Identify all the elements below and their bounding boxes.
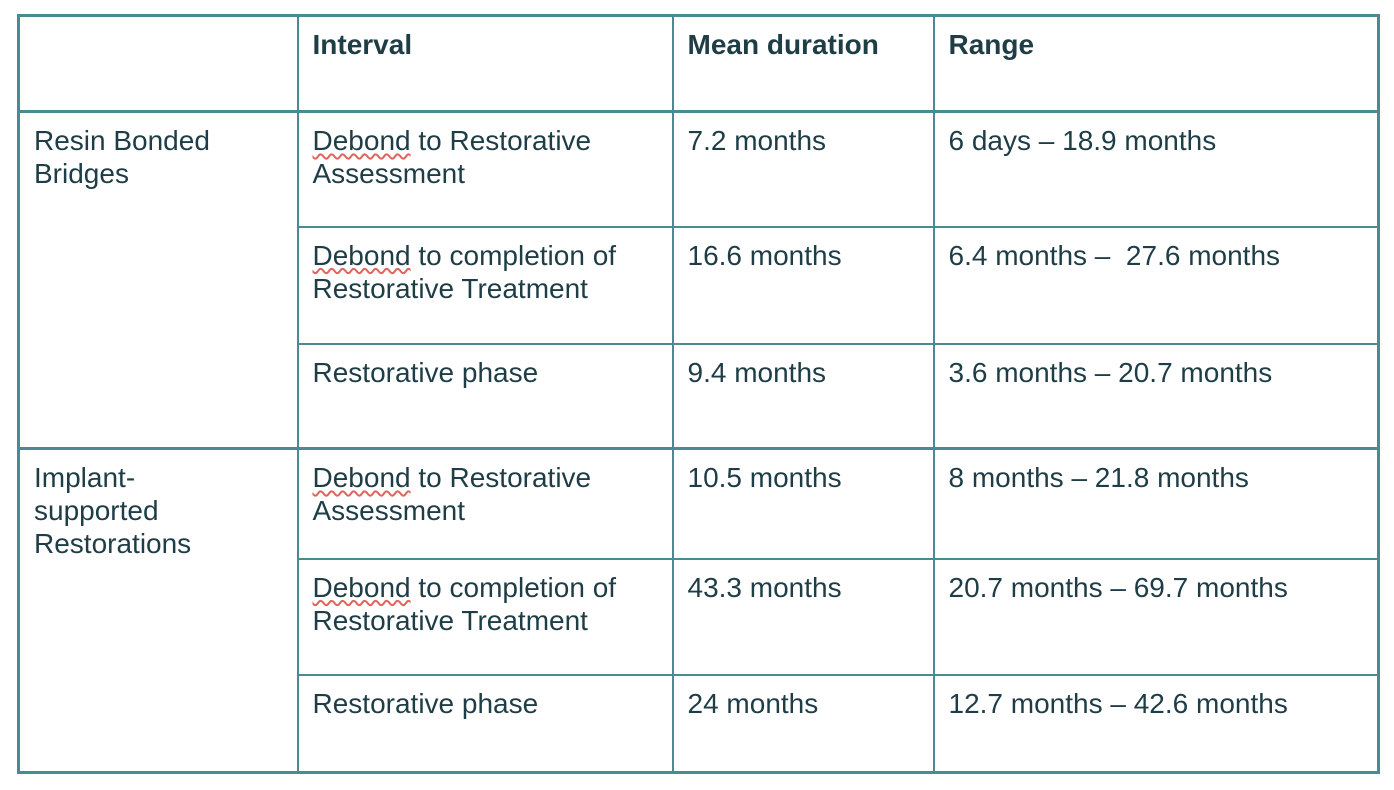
- table-row: Restorative phase 24 months 12.7 months …: [19, 673, 1380, 774]
- interval-text: to Restorative Assessment: [312, 462, 592, 526]
- interval-text: to completion of Restorative Treatment: [312, 571, 617, 636]
- group-implant-supported-restorations: Implant- supported Restorations Debond t…: [17, 447, 1380, 774]
- header-row: Interval Mean duration Range: [17, 14, 1380, 113]
- mean-duration-cell: 24 months: [671, 673, 935, 774]
- range-cell: 8 months – 21.8 months: [932, 447, 1380, 560]
- mean-duration-cell: 7.2 months: [671, 110, 935, 228]
- interval-cell: Debond to Restorative Assessment: [296, 110, 674, 228]
- mean-duration-cell: 43.3 months: [671, 557, 935, 676]
- table-row: Implant- supported Restorations Debond t…: [17, 447, 1380, 774]
- mean-duration-cell: 16.6 months: [671, 225, 935, 345]
- interval-cell: Debond to completion of Restorative Trea…: [296, 557, 674, 676]
- mean-duration-cell: 9.4 months: [671, 342, 935, 450]
- interval-cell: Debond to Restorative Assessment: [296, 447, 674, 560]
- misspelled-word: Debond: [312, 571, 411, 603]
- interval-text: to completion of Restorative Treatment: [312, 239, 617, 304]
- misspelled-word: Debond: [312, 125, 411, 156]
- range-cell: 20.7 months – 69.7 months: [932, 557, 1380, 676]
- group-label-cell: Implant- supported Restorations: [17, 447, 299, 774]
- treatment-duration-table: Interval Mean duration Range Resin Bonde…: [17, 14, 1380, 774]
- table-row: Resin Bonded Bridges Debond to Restorati…: [17, 110, 1380, 450]
- table-row: Debond to completion of Restorative Trea…: [19, 225, 1380, 345]
- table-row: Debond to completion of Restorative Trea…: [19, 557, 1380, 676]
- header-mean-duration-cell: Mean duration: [671, 14, 935, 113]
- header-group-cell: [17, 14, 299, 113]
- interval-cell: Restorative phase: [296, 673, 674, 774]
- misspelled-word: Debond: [312, 462, 411, 493]
- range-cell: 6.4 months – 27.6 months: [932, 225, 1380, 345]
- interval-cell: Debond to completion of Restorative Trea…: [296, 225, 674, 345]
- misspelled-word: Debond: [312, 239, 411, 271]
- range-cell: 12.7 months – 42.6 months: [932, 673, 1380, 774]
- interval-text: Restorative phase: [312, 356, 539, 388]
- table-row: Restorative phase 9.4 months 3.6 months …: [19, 342, 1380, 450]
- header-interval-cell: Interval: [296, 14, 674, 113]
- mean-duration-cell: 10.5 months: [671, 447, 935, 560]
- range-cell: 3.6 months – 20.7 months: [932, 342, 1380, 450]
- range-cell: 6 days – 18.9 months: [932, 110, 1380, 228]
- interval-text: to Restorative Assessment: [312, 125, 592, 189]
- group-label-cell: Resin Bonded Bridges: [17, 110, 299, 450]
- interval-cell: Restorative phase: [296, 342, 674, 450]
- interval-text: Restorative phase: [312, 687, 539, 719]
- group-resin-bonded-bridges: Resin Bonded Bridges Debond to Restorati…: [17, 110, 1380, 450]
- treatment-duration-table-wrap: Interval Mean duration Range Resin Bonde…: [17, 14, 1380, 774]
- header-range-cell: Range: [932, 14, 1380, 113]
